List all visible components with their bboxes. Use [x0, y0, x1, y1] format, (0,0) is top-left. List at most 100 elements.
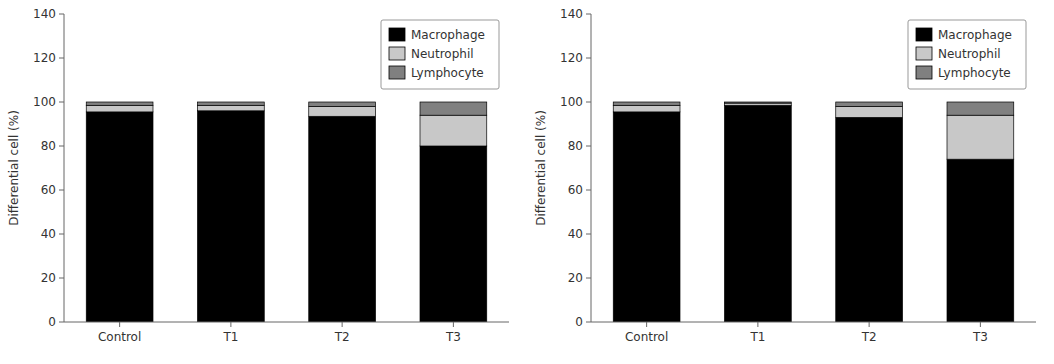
y-tick	[59, 58, 64, 59]
bar-segment	[613, 105, 680, 112]
y-axis-label: Differential cell (%)	[534, 110, 548, 226]
y-tick-label: 40	[568, 227, 583, 241]
x-tick-label: T2	[861, 330, 877, 344]
legend-label: Neutrophil	[411, 47, 474, 61]
y-tick-label: 60	[568, 183, 583, 197]
bar-segment	[198, 111, 265, 322]
y-tick	[586, 146, 591, 147]
chart-root: 0 20 40 60 80 100 120 140 Differential cell (%) C…	[0, 0, 1054, 364]
bar-segment	[836, 102, 903, 106]
y-tick-label: 60	[41, 183, 56, 197]
legend-swatch	[389, 66, 405, 79]
y-tick-label: 140	[33, 7, 56, 21]
x-tick-label: Control	[625, 330, 668, 344]
legend-label: Lymphocyte	[938, 66, 1011, 80]
chart-canvas: 0 20 40 60 80 100 120 140 Differential cell (%) C…	[0, 0, 1054, 364]
y-axis: 0 20 40 60 80 100 120 140	[560, 7, 591, 329]
y-tick	[586, 190, 591, 191]
bar-segment	[725, 102, 792, 103]
x-tick-label: T3	[972, 330, 988, 344]
legend: Macrophage Neutrophil Lymphocyte	[908, 20, 1026, 89]
bars	[86, 102, 487, 322]
y-axis-line	[64, 14, 65, 322]
x-tick-label: T1	[222, 330, 238, 344]
bars	[613, 102, 1014, 322]
y-tick	[59, 102, 64, 103]
bar-segment	[947, 115, 1014, 159]
x-tick	[453, 322, 454, 327]
y-tick	[59, 190, 64, 191]
legend-swatch	[389, 28, 405, 41]
y-tick-label: 20	[41, 271, 56, 285]
y-tick	[586, 278, 591, 279]
bar-segment	[86, 105, 153, 112]
y-tick-label: 120	[33, 51, 56, 65]
legend-label: Macrophage	[411, 28, 485, 42]
bar-segment	[198, 105, 265, 111]
legend: Macrophage Neutrophil Lymphocyte	[381, 20, 499, 89]
y-tick-label: 100	[33, 95, 56, 109]
x-tick	[757, 322, 758, 327]
bar-segment	[947, 159, 1014, 322]
x-tick-label: T1	[749, 330, 765, 344]
y-tick-label: 0	[575, 315, 583, 329]
y-axis: 020406080100120140	[33, 7, 64, 329]
x-axis: Control T1 T2 T3	[591, 322, 1036, 344]
bar-segment	[86, 102, 153, 105]
legend-swatch	[916, 66, 932, 79]
x-tick-label: T2	[334, 330, 350, 344]
x-tick-label: Control	[98, 330, 141, 344]
x-axis: Control T1 T2 T3	[64, 322, 509, 344]
bar-segment	[836, 106, 903, 117]
y-tick	[586, 58, 591, 59]
bar-segment	[947, 102, 1014, 115]
bar-segment	[309, 116, 376, 322]
y-tick	[59, 322, 64, 323]
legend-swatch	[916, 28, 932, 41]
bar-segment	[309, 102, 376, 106]
legend-frame	[908, 20, 1026, 89]
bar-segment	[725, 105, 792, 322]
panel: 020406080100120140Differential cell (%)C…	[7, 7, 509, 344]
y-tick	[586, 14, 591, 15]
bar-segment	[86, 112, 153, 322]
y-tick	[586, 234, 591, 235]
x-tick-label: T3	[445, 330, 461, 344]
y-tick-label: 100	[560, 95, 583, 109]
y-axis-label: Differential cell (%)	[7, 110, 21, 226]
bar-segment	[613, 112, 680, 322]
legend-swatch	[916, 47, 932, 60]
y-axis-line	[591, 14, 592, 322]
y-tick-label: 40	[41, 227, 56, 241]
x-tick	[119, 322, 120, 327]
bar-segment	[420, 115, 487, 146]
y-tick	[59, 234, 64, 235]
legend-label: Lymphocyte	[411, 66, 484, 80]
y-tick	[586, 322, 591, 323]
x-tick	[646, 322, 647, 327]
y-tick-label: 80	[568, 139, 583, 153]
y-tick-label: 20	[568, 271, 583, 285]
bar-segment	[613, 102, 680, 105]
panel: 0 20 40 60 80 100 120 140 Differential cell (%) C…	[534, 7, 1036, 344]
y-tick	[586, 102, 591, 103]
y-tick-label: 140	[560, 7, 583, 21]
bar-segment	[309, 106, 376, 116]
x-tick	[980, 322, 981, 327]
x-axis-line	[591, 322, 1036, 323]
bar-segment	[836, 117, 903, 322]
y-tick	[59, 278, 64, 279]
x-tick	[230, 322, 231, 327]
legend-frame	[381, 20, 499, 89]
legend-label: Neutrophil	[938, 47, 1001, 61]
y-tick	[59, 14, 64, 15]
legend-label: Macrophage	[938, 28, 1012, 42]
legend-swatch	[389, 47, 405, 60]
x-tick	[869, 322, 870, 327]
bar-segment	[420, 146, 487, 322]
bar-segment	[198, 102, 265, 105]
y-tick	[59, 146, 64, 147]
y-tick-label: 120	[560, 51, 583, 65]
x-axis-line	[64, 322, 509, 323]
y-tick-label: 0	[48, 315, 56, 329]
